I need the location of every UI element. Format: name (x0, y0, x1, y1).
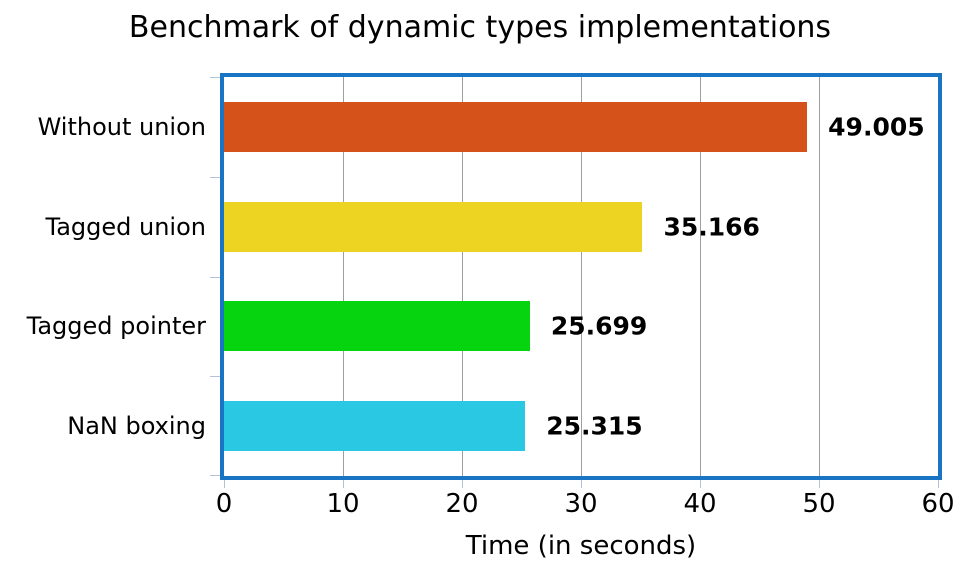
bar-tagged-pointer (224, 301, 530, 352)
x-axis-tick (581, 480, 582, 488)
chart-title: Benchmark of dynamic types implementatio… (128, 10, 832, 45)
bar-value-label: 25.315 (546, 411, 643, 441)
x-axis-tick (819, 480, 820, 488)
x-tick-label: 50 (802, 489, 836, 519)
x-tick-label: 20 (445, 489, 479, 519)
x-axis-tick (938, 480, 939, 488)
bar-nan-boxing (224, 401, 526, 452)
x-axis-tick (224, 480, 225, 488)
bar-tagged-union (224, 201, 643, 252)
y-axis-tick (210, 176, 220, 178)
gridline-50 (818, 77, 820, 476)
bar-value-label: 35.166 (663, 212, 760, 242)
category-label: NaN boxing (67, 412, 206, 441)
x-tick-label: 40 (683, 489, 717, 519)
plot-area: 49.005 35.166 25.699 25.315 (220, 73, 942, 480)
gridline-30 (580, 77, 582, 476)
x-axis-tick (343, 480, 344, 488)
x-tick-label: 60 (921, 489, 955, 519)
x-tick-label: 10 (326, 489, 360, 519)
x-tick-label: 0 (215, 489, 233, 519)
x-axis-tick (700, 480, 701, 488)
gridline-10 (342, 77, 344, 476)
x-axis-title: Time (in seconds) (465, 531, 697, 561)
category-label: Tagged pointer (26, 312, 206, 341)
x-axis-tick (462, 480, 463, 488)
y-axis-tick (210, 376, 220, 378)
gridline-40 (699, 77, 701, 476)
y-axis-tick (210, 276, 220, 278)
bar-value-label: 49.005 (828, 112, 925, 142)
bar-without-union (224, 101, 808, 152)
bar-value-label: 25.699 (550, 311, 648, 341)
gridline-20 (461, 77, 463, 476)
category-label: Tagged union (45, 212, 206, 241)
y-axis-tick (210, 77, 220, 78)
category-label: Without union (37, 112, 206, 141)
y-axis-tick (210, 475, 220, 476)
x-tick-label: 30 (564, 489, 598, 519)
